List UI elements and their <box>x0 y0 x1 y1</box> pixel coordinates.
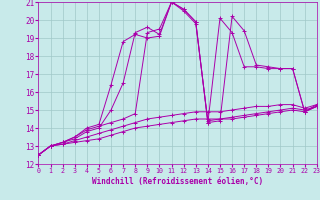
X-axis label: Windchill (Refroidissement éolien,°C): Windchill (Refroidissement éolien,°C) <box>92 177 263 186</box>
